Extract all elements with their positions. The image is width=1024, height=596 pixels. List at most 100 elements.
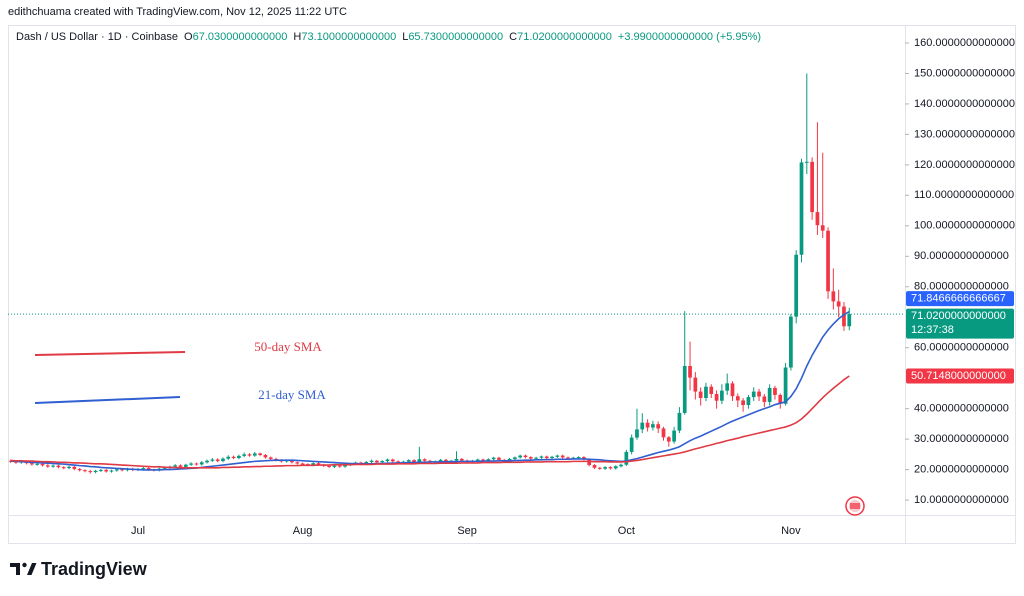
candle-body (608, 467, 613, 469)
price-label-box (906, 291, 1014, 307)
candle-body (682, 365, 687, 413)
candle-body (444, 459, 448, 462)
candle-body (120, 469, 124, 471)
candle-body (555, 455, 560, 457)
candle-body (810, 161, 814, 213)
candle-body (746, 397, 751, 405)
candle-body (651, 424, 655, 428)
candle-body (704, 386, 708, 398)
candle-body (635, 429, 639, 438)
candle-body (725, 383, 730, 391)
y-tick-label: 110.0000000000000 (914, 189, 1014, 201)
candle-body (316, 463, 321, 465)
candle-body (99, 469, 103, 471)
candle-body (72, 466, 77, 469)
candle-body (104, 469, 109, 472)
candle-body (693, 377, 698, 392)
candle-body (183, 464, 188, 467)
candle-body (210, 459, 215, 461)
candle-body (666, 437, 671, 442)
candle-body (741, 400, 745, 405)
countdown: 12:37:38 (911, 324, 954, 336)
candle-body (566, 457, 570, 459)
candle-body (656, 424, 661, 429)
candle-body (454, 458, 459, 461)
candle-body (93, 470, 98, 473)
candle-body (412, 460, 416, 462)
candle-body (804, 161, 809, 163)
candle-body (438, 459, 443, 462)
candle-body (815, 212, 820, 226)
candle-body (528, 457, 533, 459)
candle-body (762, 396, 767, 402)
candle-body (698, 391, 703, 398)
candle-body (375, 460, 379, 463)
candle-body (624, 451, 629, 465)
readout-text: 65.7300000000000 (408, 31, 503, 43)
candle-body (215, 459, 220, 462)
candle-body (539, 456, 544, 458)
candle-body (497, 457, 501, 460)
candle-body (767, 387, 772, 402)
candle-body (534, 457, 538, 459)
candle-body (284, 460, 289, 462)
candle-body (523, 455, 528, 458)
price-label: 71.0200000000000 (911, 310, 1006, 322)
candle-body (380, 461, 385, 463)
attribution: edithchuama created with TradingView.com… (8, 6, 347, 18)
candle-body (475, 459, 480, 461)
candle-body (783, 367, 788, 404)
candle-body (513, 457, 517, 459)
candle-body (831, 291, 836, 302)
candle-body (146, 468, 151, 470)
candle-body (268, 457, 273, 459)
candle-body (544, 456, 549, 459)
sma-line (10, 375, 850, 469)
x-tick-label: Nov (781, 525, 801, 537)
candle-body (560, 455, 565, 458)
candle-body (295, 462, 300, 464)
readout-text: 71.0200000000000 (517, 31, 612, 43)
y-tick-label: 130.0000000000000 (914, 128, 1015, 140)
candle-body (794, 254, 799, 317)
legend-label: 21-day SMA (258, 387, 326, 402)
candle-body (332, 465, 337, 467)
readout-text: 67.0300000000000 (193, 31, 288, 43)
candle-body (56, 465, 61, 468)
candle-body (263, 454, 268, 458)
candle-body (199, 462, 204, 465)
candle-body (162, 467, 167, 469)
price-label: 71.8466666666667 (911, 293, 1006, 305)
candle-body (51, 465, 55, 467)
candle-body (619, 464, 623, 467)
candle-body (603, 467, 607, 469)
readout-text: +3.9900000000000 (+5.95%) (618, 31, 761, 43)
candle-body (799, 162, 804, 255)
candle-body (720, 390, 724, 401)
x-tick-label: Aug (293, 525, 313, 537)
candle-body (709, 386, 714, 395)
x-tick-label: Jul (131, 525, 145, 537)
price-label-box (906, 368, 1014, 384)
candle-body (661, 428, 666, 438)
candle-body (178, 465, 183, 467)
candle-body (30, 463, 34, 465)
candle-body (258, 453, 262, 455)
y-tick-label: 100.0000000000000 (914, 220, 1015, 232)
readout-text: 73.1000000000000 (301, 31, 396, 43)
candle-body (109, 470, 114, 472)
candle-body (576, 457, 581, 459)
candle-body (189, 463, 193, 465)
y-tick-label: 20.0000000000000 (914, 464, 1009, 476)
candle-body (226, 456, 231, 459)
price-label-box (906, 308, 1014, 339)
candle-body (491, 457, 496, 460)
candle-body (688, 365, 692, 378)
x-tick-label: Oct (618, 525, 635, 537)
candle-body (486, 459, 491, 462)
y-tick-label: 80.0000000000000 (914, 281, 1009, 293)
frame (8, 25, 1016, 544)
candle-body (730, 383, 735, 397)
candle-body (629, 437, 634, 452)
